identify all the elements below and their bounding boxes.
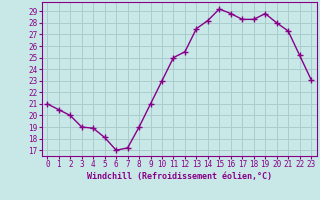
X-axis label: Windchill (Refroidissement éolien,°C): Windchill (Refroidissement éolien,°C) — [87, 172, 272, 181]
